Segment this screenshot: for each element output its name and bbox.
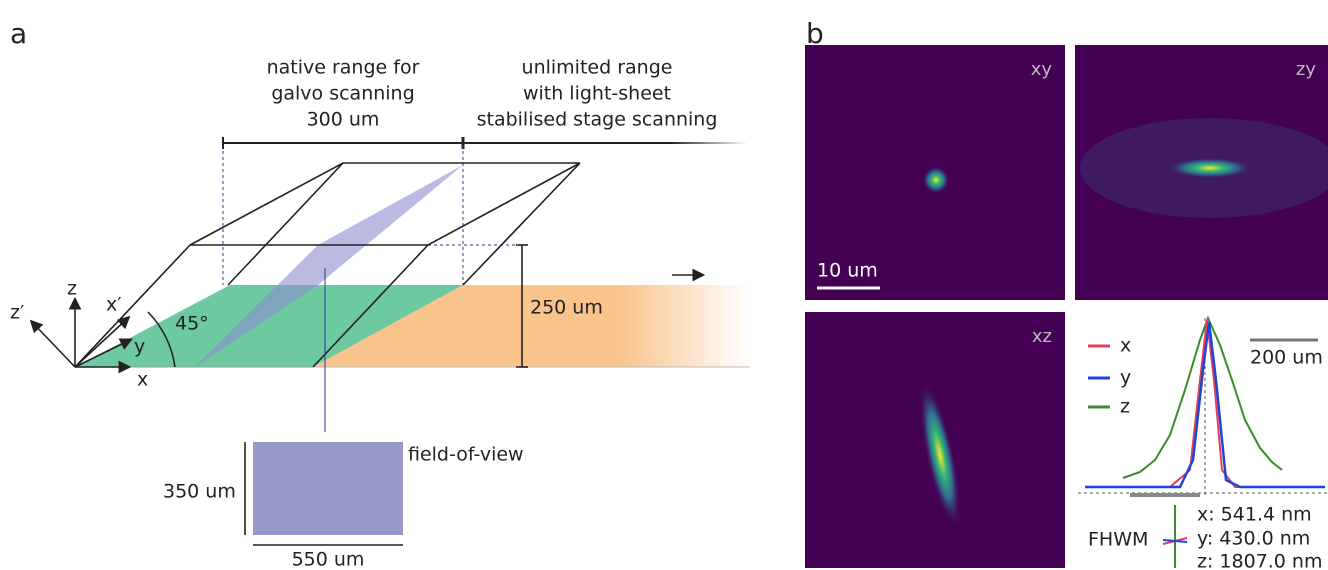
- fov-rect: [253, 442, 403, 535]
- legend-label: x: [1120, 335, 1131, 357]
- panel-label: a: [10, 17, 27, 50]
- stage-text: with light-sheet: [523, 83, 671, 105]
- axis-label: x′: [106, 294, 122, 316]
- axis-label: z′: [10, 302, 24, 324]
- stage-text: unlimited range: [522, 57, 673, 79]
- galvo-text: 300 um: [307, 109, 380, 131]
- stage-text: stabilised stage scanning: [477, 109, 718, 131]
- axis-z-prime: [32, 322, 75, 367]
- fwhm-value: z: 1807.0 nm: [1197, 551, 1323, 570]
- scale-label: 10 um: [817, 260, 878, 282]
- psf: [1165, 157, 1255, 179]
- view-label: xz: [1032, 326, 1052, 347]
- fov-height: 350 um: [163, 481, 236, 503]
- fwhm-value: x: 541.4 nm: [1197, 504, 1312, 526]
- profile-scale-label: 200 um: [1250, 347, 1323, 369]
- galvo-text: native range for: [267, 57, 420, 79]
- fwhm-value: y: 430.0 nm: [1197, 528, 1310, 550]
- angle-label: 45°: [175, 313, 209, 335]
- box-top: [190, 163, 580, 245]
- profile-z: [1123, 318, 1282, 478]
- height-label: 250 um: [530, 297, 603, 319]
- axis-label: x: [137, 369, 148, 391]
- axis-label: z: [67, 278, 77, 300]
- view-label: xy: [1031, 59, 1053, 80]
- range-line: [223, 142, 748, 144]
- legend-label: y: [1120, 367, 1131, 389]
- fwhm-glyph: [1163, 540, 1187, 542]
- fwhm-label: FHWM: [1088, 529, 1148, 551]
- axis-label: y: [134, 336, 145, 358]
- legend-label: z: [1120, 396, 1130, 418]
- fov-label: field-of-view: [408, 444, 524, 466]
- galvo-text: galvo scanning: [271, 83, 414, 105]
- figure: a native range for galvo scanning 300 um…: [0, 0, 1328, 570]
- view-label: zy: [1296, 59, 1316, 80]
- fov-width: 550 um: [292, 549, 365, 570]
- psf: [922, 166, 950, 194]
